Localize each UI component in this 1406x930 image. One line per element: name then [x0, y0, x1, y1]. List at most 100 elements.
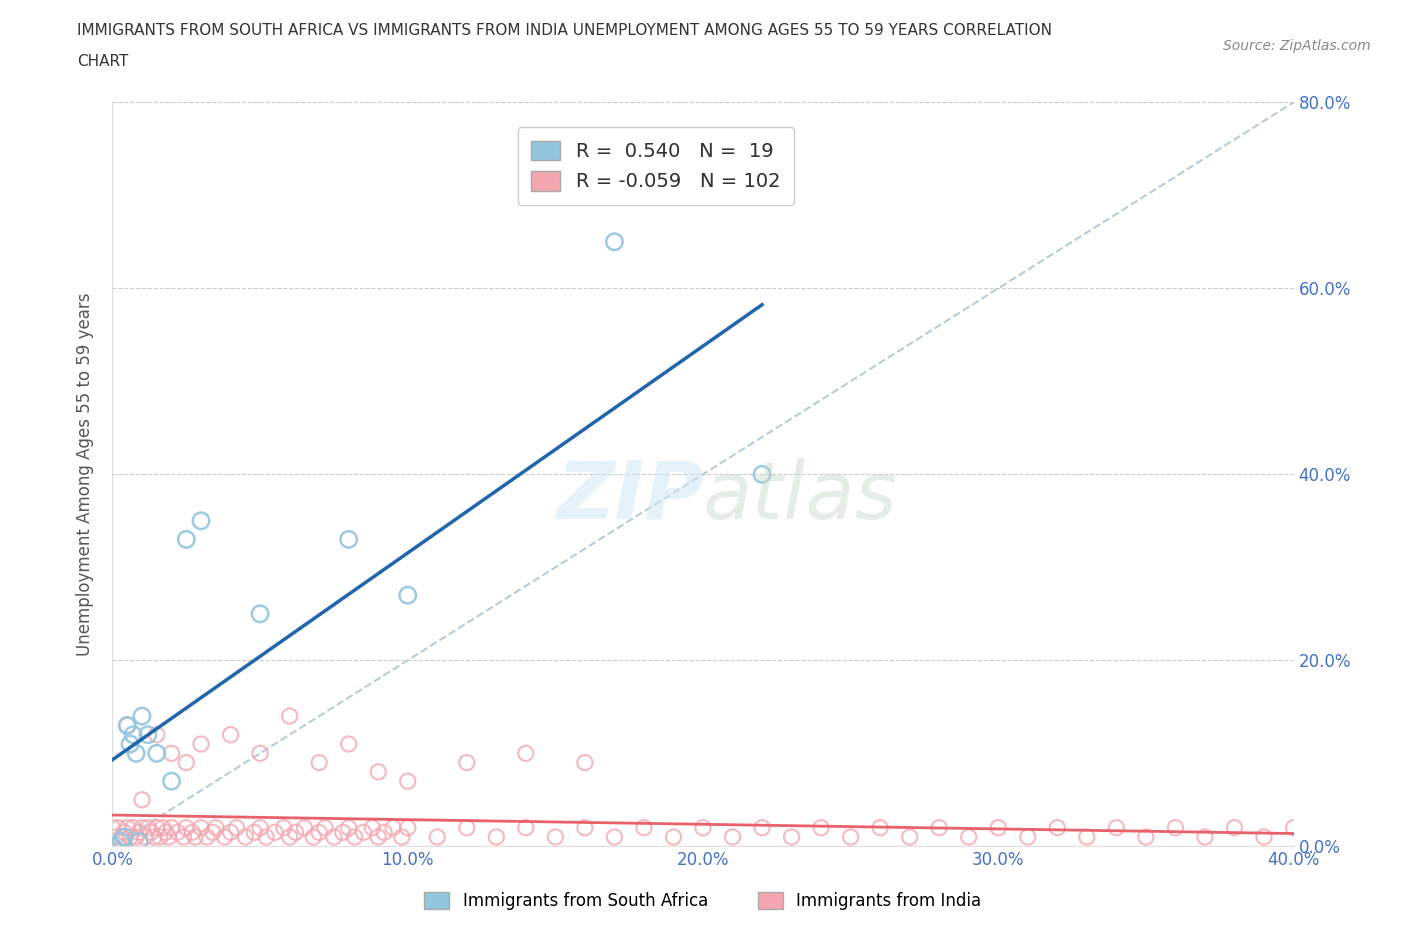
Y-axis label: Unemployment Among Ages 55 to 59 years: Unemployment Among Ages 55 to 59 years — [76, 293, 94, 656]
Point — [692, 820, 714, 835]
Point — [174, 755, 197, 770]
Point — [1135, 830, 1157, 844]
Point — [957, 830, 980, 844]
Point — [131, 792, 153, 807]
Point — [110, 830, 132, 844]
Point — [122, 727, 145, 742]
Point — [1017, 830, 1039, 844]
Point — [219, 727, 242, 742]
Text: ZIP: ZIP — [555, 458, 703, 536]
Point — [172, 830, 194, 844]
Point — [120, 830, 142, 844]
Point — [292, 820, 315, 835]
Point — [101, 839, 124, 854]
Point — [278, 830, 301, 844]
Point — [146, 727, 169, 742]
Point — [249, 606, 271, 621]
Point — [117, 718, 138, 733]
Point — [214, 830, 236, 844]
Point — [396, 774, 419, 789]
Point — [128, 834, 150, 849]
Point — [314, 820, 336, 835]
Point — [391, 830, 413, 844]
Point — [337, 532, 360, 547]
Point — [122, 820, 145, 835]
Point — [662, 830, 685, 844]
Point — [337, 737, 360, 751]
Point — [373, 825, 395, 840]
Point — [155, 825, 177, 840]
Point — [112, 825, 135, 840]
Point — [284, 825, 307, 840]
Point — [117, 718, 138, 733]
Point — [101, 820, 124, 835]
Point — [160, 746, 183, 761]
Point — [225, 820, 247, 835]
Point — [1194, 830, 1216, 844]
Text: IMMIGRANTS FROM SOUTH AFRICA VS IMMIGRANTS FROM INDIA UNEMPLOYMENT AMONG AGES 55: IMMIGRANTS FROM SOUTH AFRICA VS IMMIGRAN… — [77, 23, 1052, 38]
Point — [898, 830, 921, 844]
Point — [149, 830, 172, 844]
Point — [146, 820, 169, 835]
Point — [174, 820, 197, 835]
Point — [243, 825, 266, 840]
Point — [928, 820, 950, 835]
Point — [1105, 820, 1128, 835]
Point — [152, 820, 174, 835]
Point — [367, 764, 389, 779]
Point — [515, 820, 537, 835]
Point — [160, 820, 183, 835]
Point — [104, 830, 127, 844]
Point — [146, 746, 169, 761]
Point — [515, 746, 537, 761]
Point — [426, 830, 449, 844]
Point — [456, 755, 478, 770]
Legend: R =  0.540   N =  19, R = -0.059   N = 102: R = 0.540 N = 19, R = -0.059 N = 102 — [517, 126, 794, 205]
Point — [107, 820, 129, 835]
Point — [810, 820, 832, 835]
Point — [308, 825, 330, 840]
Point — [603, 234, 626, 249]
Point — [201, 825, 224, 840]
Point — [987, 820, 1010, 835]
Point — [125, 830, 148, 844]
Point — [574, 820, 596, 835]
Point — [136, 820, 159, 835]
Point — [166, 825, 188, 840]
Point — [1076, 830, 1098, 844]
Point — [190, 820, 212, 835]
Point — [110, 834, 132, 849]
Point — [134, 830, 156, 844]
Point — [205, 820, 228, 835]
Point — [174, 532, 197, 547]
Point — [1164, 820, 1187, 835]
Point — [302, 830, 325, 844]
Point — [574, 755, 596, 770]
Point — [278, 709, 301, 724]
Point — [157, 830, 180, 844]
Point — [190, 513, 212, 528]
Point — [456, 820, 478, 835]
Point — [751, 820, 773, 835]
Point — [142, 830, 165, 844]
Point — [382, 820, 405, 835]
Point — [361, 820, 384, 835]
Point — [603, 830, 626, 844]
Point — [332, 825, 354, 840]
Point — [323, 830, 346, 844]
Point — [249, 746, 271, 761]
Point — [780, 830, 803, 844]
Point — [181, 825, 204, 840]
Point — [219, 825, 242, 840]
Point — [128, 825, 150, 840]
Point — [195, 830, 218, 844]
Point — [343, 830, 366, 844]
Point — [1282, 820, 1305, 835]
Point — [190, 737, 212, 751]
Point — [839, 830, 862, 844]
Point — [131, 820, 153, 835]
Point — [249, 820, 271, 835]
Text: Source: ZipAtlas.com: Source: ZipAtlas.com — [1223, 39, 1371, 53]
Point — [160, 774, 183, 789]
Point — [751, 467, 773, 482]
